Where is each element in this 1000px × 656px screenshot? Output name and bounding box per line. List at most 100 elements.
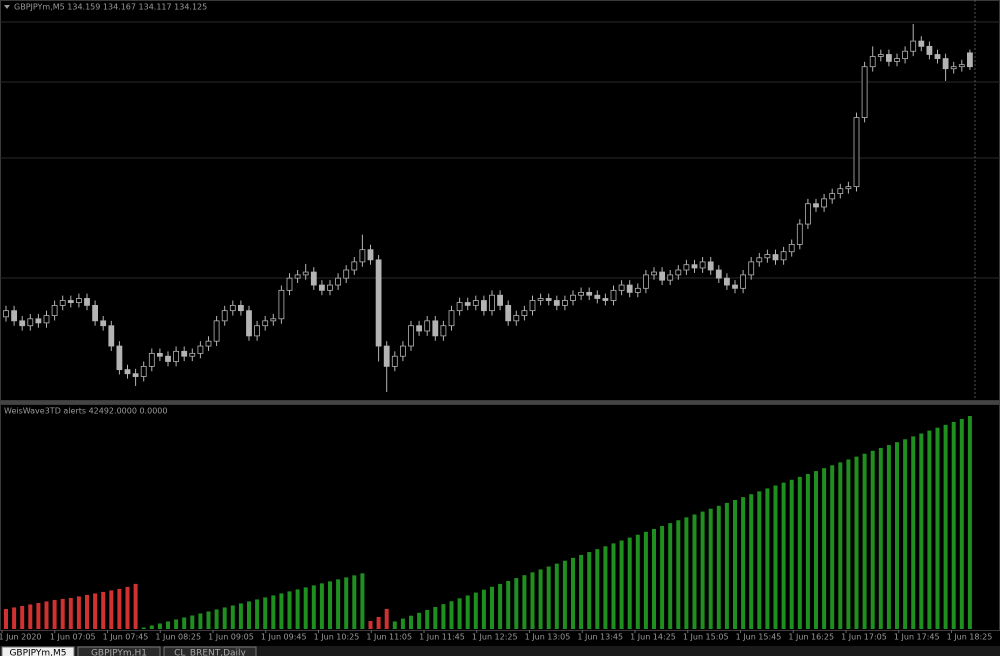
tab[interactable] (163, 646, 257, 656)
candle-body (570, 294, 576, 301)
volume-bar (190, 615, 195, 629)
volume-bar (222, 607, 227, 629)
volume-bar (214, 609, 219, 629)
volume-bar (149, 625, 154, 629)
volume-bar (68, 597, 73, 629)
candle-body (440, 325, 447, 337)
candle-body (197, 345, 204, 354)
volume-bar (279, 593, 284, 629)
candle-body (84, 298, 90, 306)
candle-body (262, 320, 269, 327)
volume-bar (733, 500, 737, 629)
candle-body (432, 320, 439, 337)
volume-bar (271, 595, 276, 629)
candle-body (651, 271, 657, 276)
volume-bar (611, 543, 616, 629)
candle-body (480, 300, 487, 312)
volume-bar (724, 502, 729, 629)
volume-bar (514, 578, 519, 629)
candle-body (756, 257, 763, 263)
candle-body (926, 45, 933, 55)
volume-bar (870, 450, 875, 629)
candle-body (246, 310, 252, 337)
volume-bar (773, 485, 778, 629)
candle-body (813, 203, 819, 208)
candle-body (748, 261, 755, 276)
indicator-title: WeisWave3TD alerts 42492.0000 0.0000 (4, 407, 167, 416)
candle-body (821, 198, 827, 208)
x-tick-label: 1 Jun 07:45 (103, 633, 149, 642)
volume-bar (506, 580, 511, 629)
candle-body (310, 271, 317, 286)
volume-bar (903, 439, 908, 629)
tab-label[interactable]: CL_BRENT,Daily (174, 649, 246, 656)
candle-body (699, 261, 706, 269)
volume-bar (919, 433, 924, 629)
volume-bar (878, 447, 883, 629)
volume-bar (247, 601, 251, 629)
candle-body (59, 300, 66, 306)
tab[interactable] (77, 646, 161, 656)
candle-body (869, 56, 876, 68)
volume-bar (255, 599, 260, 629)
volume-bar (44, 601, 49, 629)
volume-bar (303, 587, 308, 629)
candle-body (221, 310, 228, 322)
chart-title: GBPJPYm,M5 134.159 134.167 134.117 134.1… (14, 3, 207, 12)
candle-body (764, 254, 771, 259)
volume-bar (409, 615, 413, 629)
volume-bar (28, 604, 33, 629)
volume-bar (76, 596, 81, 629)
volume-bar (400, 618, 405, 629)
volume-bar (862, 453, 867, 629)
candle-body (92, 304, 98, 322)
volume-bar (895, 442, 899, 629)
candle-body (302, 271, 309, 276)
candle-body (229, 304, 236, 312)
volume-bar (206, 611, 211, 629)
x-tick-label: 1 Jun 09:05 (208, 633, 254, 642)
candle-body (537, 298, 544, 301)
collapse-arrow[interactable] (4, 5, 10, 9)
tab-label[interactable]: GBPJPYm,M5 (9, 649, 66, 656)
x-tick-label: 1 Jun 08:25 (155, 633, 201, 642)
tab[interactable] (1, 646, 75, 656)
candle-body (886, 54, 892, 62)
candle-body (416, 325, 423, 332)
volume-bar (814, 471, 818, 629)
volume-bar (822, 468, 827, 629)
x-tick-label: 1 Jun 11:45 (419, 633, 465, 642)
x-tick-label: 1 Jun 2020 (0, 633, 42, 642)
volume-bar (700, 511, 705, 629)
candle-body (659, 271, 665, 281)
candle-body (367, 249, 374, 261)
volume-bar (36, 602, 41, 629)
volume-bar (287, 591, 292, 629)
candle-body (424, 320, 431, 332)
volume-bar (943, 424, 948, 629)
candle-body (553, 300, 560, 306)
volume-bar (959, 419, 964, 629)
x-tick-label: 1 Jun 11:05 (366, 633, 412, 642)
volume-bar (60, 598, 65, 629)
candle-body (894, 58, 900, 62)
x-tick-label: 1 Jun 13:05 (525, 633, 571, 642)
candle-body (51, 304, 58, 316)
volume-bar (660, 526, 665, 629)
candle-body (853, 117, 860, 188)
volume-bar (643, 531, 648, 629)
tab-label[interactable]: GBPJPYm,H1 (91, 649, 147, 656)
candle-body (237, 304, 244, 312)
volume-bar (12, 607, 17, 629)
candle-body (11, 310, 18, 322)
candle-body (27, 318, 34, 327)
volume-bar (708, 508, 713, 629)
candle-body (578, 291, 584, 296)
volume-bar (263, 597, 268, 629)
volume-bar (336, 579, 341, 629)
volume-bar (198, 613, 203, 629)
volume-bar (433, 607, 438, 629)
candle-body (351, 261, 358, 271)
candle-body (116, 345, 123, 371)
